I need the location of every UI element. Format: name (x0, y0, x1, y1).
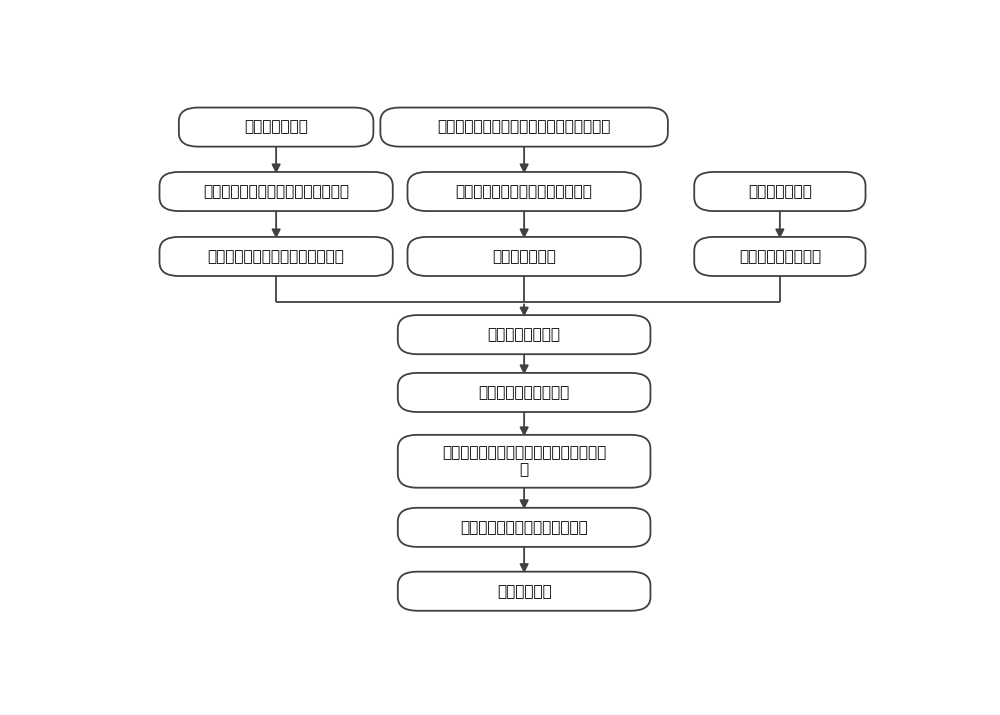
Text: 获得基准背压: 获得基准背压 (497, 583, 552, 598)
FancyBboxPatch shape (179, 107, 373, 147)
FancyBboxPatch shape (407, 237, 641, 276)
Text: 实测循环水温升: 实测循环水温升 (492, 249, 556, 264)
FancyBboxPatch shape (398, 572, 650, 611)
Text: 评估年平均环境温湿度下出塔水温: 评估年平均环境温湿度下出塔水温 (208, 249, 345, 264)
FancyBboxPatch shape (398, 508, 650, 547)
FancyBboxPatch shape (398, 435, 650, 488)
FancyBboxPatch shape (398, 315, 650, 354)
FancyBboxPatch shape (159, 172, 393, 211)
FancyBboxPatch shape (159, 237, 393, 276)
Text: 设计数据：换热面积、清洁系数等: 设计数据：换热面积、清洁系数等 (456, 184, 593, 199)
Text: 开式循环水系统: 开式循环水系统 (748, 184, 812, 199)
Text: 闭式循环水系统: 闭式循环水系统 (244, 119, 308, 134)
FancyBboxPatch shape (694, 237, 866, 276)
Text: 水文资料－循环水温: 水文资料－循环水温 (739, 249, 821, 264)
FancyBboxPatch shape (694, 172, 866, 211)
Text: 试验工况下的换热系数: 试验工况下的换热系数 (479, 385, 570, 400)
Text: 平均对数换热温差: 平均对数换热温差 (488, 327, 561, 342)
FancyBboxPatch shape (407, 172, 641, 211)
Text: 已知电厂春秋季节调度方式，实测循环水量: 已知电厂春秋季节调度方式，实测循环水量 (437, 119, 611, 134)
Text: 凝汽器变工况计算，目标工况下的换热系
数: 凝汽器变工况计算，目标工况下的换热系 数 (442, 445, 606, 478)
FancyBboxPatch shape (380, 107, 668, 147)
Text: 实测环境温、湿度、循环水进水温度: 实测环境温、湿度、循环水进水温度 (203, 184, 349, 199)
FancyBboxPatch shape (398, 373, 650, 412)
Text: 针对额定负荷，计算凝汽器端差: 针对额定负荷，计算凝汽器端差 (460, 520, 588, 535)
